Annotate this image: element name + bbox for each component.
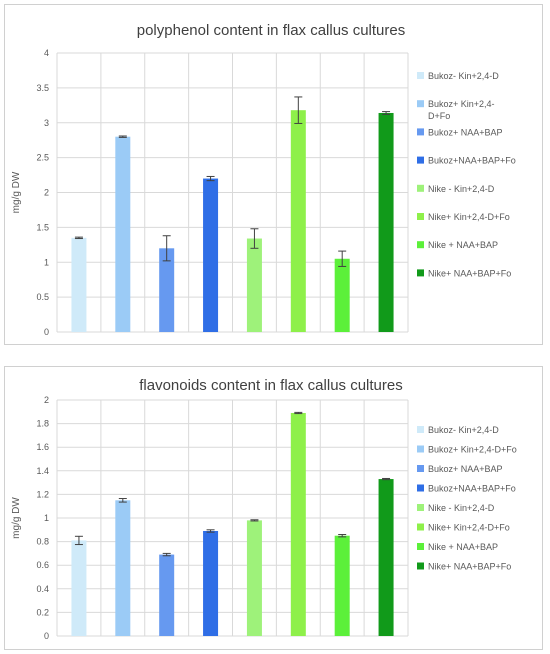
legend-swatch	[417, 543, 424, 550]
legend-swatch	[417, 269, 424, 277]
error-bar	[162, 552, 171, 557]
y-tick-label: 0.6	[36, 560, 49, 570]
y-tick-label: 2	[44, 188, 49, 198]
y-tick-label: 1.8	[36, 419, 49, 429]
legend-swatch	[417, 184, 424, 192]
bar	[378, 479, 394, 636]
legend-label: Bukoz+NAA+BAP+Fo	[428, 156, 516, 166]
legend-label: Bukoz+ Kin+2,4-D+Fo	[428, 445, 517, 455]
error-bar	[118, 135, 127, 138]
legend-label: Bukoz- Kin+2,4-D	[428, 425, 499, 435]
y-tick-label: 1	[44, 257, 49, 267]
y-tick-label: 3.5	[36, 83, 49, 93]
legend-label: Nike+ Kin+2,4-D+Fo	[428, 212, 510, 222]
legend-label: Nike - Kin+2,4-D	[428, 184, 495, 194]
bar	[290, 412, 306, 636]
y-tick-label: 1.2	[36, 489, 49, 499]
error-bar	[162, 235, 171, 262]
legend-label: Bukoz+NAA+BAP+Fo	[428, 484, 516, 494]
legend-swatch	[417, 241, 424, 249]
legend-label: Nike+ NAA+BAP+Fo	[428, 268, 511, 278]
legend-swatch	[417, 562, 424, 570]
legend-label: Bukoz- Kin+2,4-D	[428, 71, 499, 81]
legend-swatch	[417, 426, 424, 433]
flavonoids-chart-panel: flavonoids content in flax callus cultur…	[4, 366, 543, 650]
error-bar	[118, 498, 127, 503]
bar	[334, 535, 350, 636]
y-tick-label: 0.8	[36, 537, 49, 547]
legend-swatch	[417, 100, 424, 108]
error-bar	[382, 111, 391, 115]
bar	[71, 540, 87, 636]
legend-swatch	[417, 128, 424, 136]
error-bar	[206, 529, 215, 533]
legend-label: Nike+ Kin+2,4-D+Fo	[428, 523, 510, 533]
error-bar	[382, 477, 391, 481]
legend-label: Nike + NAA+BAP	[428, 542, 498, 552]
y-axis-title: mg/g DW	[11, 497, 22, 539]
bar	[159, 248, 175, 332]
bar	[71, 237, 87, 332]
bar	[203, 530, 219, 636]
y-tick-label: 0.2	[36, 607, 49, 617]
y-tick-label: 3	[44, 118, 49, 128]
legend-swatch	[417, 213, 424, 220]
error-bar	[250, 519, 259, 522]
error-bar	[338, 250, 347, 267]
bar	[115, 500, 131, 636]
legend-swatch	[417, 445, 424, 453]
flavonoids-chart: flavonoids content in flax callus cultur…	[11, 377, 517, 641]
y-tick-label: 0	[44, 631, 49, 641]
y-tick-label: 0.4	[36, 584, 49, 594]
legend-swatch	[417, 465, 424, 472]
legend-label: Nike - Kin+2,4-D	[428, 503, 495, 513]
chart-title: polyphenol content in flax callus cultur…	[137, 22, 406, 39]
y-tick-label: 1	[44, 513, 49, 523]
polyphenol-chart-panel: polyphenol content in flax callus cultur…	[4, 4, 543, 345]
chart-title: flavonoids content in flax callus cultur…	[139, 377, 402, 394]
bar	[159, 554, 175, 636]
y-tick-label: 1.5	[36, 222, 49, 232]
legend-swatch	[417, 72, 424, 79]
bar	[203, 178, 219, 332]
y-tick-label: 2	[44, 395, 49, 405]
legend-label: D+Fo	[428, 111, 450, 121]
bar	[115, 136, 131, 332]
y-axis-title: mg/g DW	[11, 171, 22, 213]
legend-label: Bukoz+ NAA+BAP	[428, 464, 503, 474]
bar	[290, 110, 306, 332]
legend-swatch	[417, 484, 424, 492]
bar	[378, 112, 394, 332]
error-bar	[74, 236, 83, 240]
y-tick-label: 1.4	[36, 466, 49, 476]
error-bar	[294, 96, 303, 124]
error-bar	[250, 228, 259, 249]
legend-swatch	[417, 156, 424, 164]
bar	[246, 238, 262, 332]
bar	[246, 520, 262, 636]
error-bar	[206, 175, 215, 182]
legend-label: Nike+ NAA+BAP+Fo	[428, 562, 511, 572]
legend-swatch	[417, 504, 424, 511]
bar	[334, 258, 350, 332]
legend-label: Bukoz+ NAA+BAP	[428, 127, 503, 137]
error-bar	[294, 411, 303, 415]
y-tick-label: 2.5	[36, 153, 49, 163]
y-tick-label: 4	[44, 48, 49, 58]
y-tick-label: 1.6	[36, 442, 49, 452]
legend-label: Bukoz+ Kin+2,4-	[428, 99, 495, 109]
polyphenol-chart: polyphenol content in flax callus cultur…	[11, 22, 516, 337]
y-tick-label: 0.5	[36, 292, 49, 302]
y-tick-label: 0	[44, 327, 49, 337]
error-bar	[338, 534, 347, 538]
legend-swatch	[417, 523, 424, 531]
error-bar	[74, 535, 83, 546]
legend-label: Nike + NAA+BAP	[428, 240, 498, 250]
